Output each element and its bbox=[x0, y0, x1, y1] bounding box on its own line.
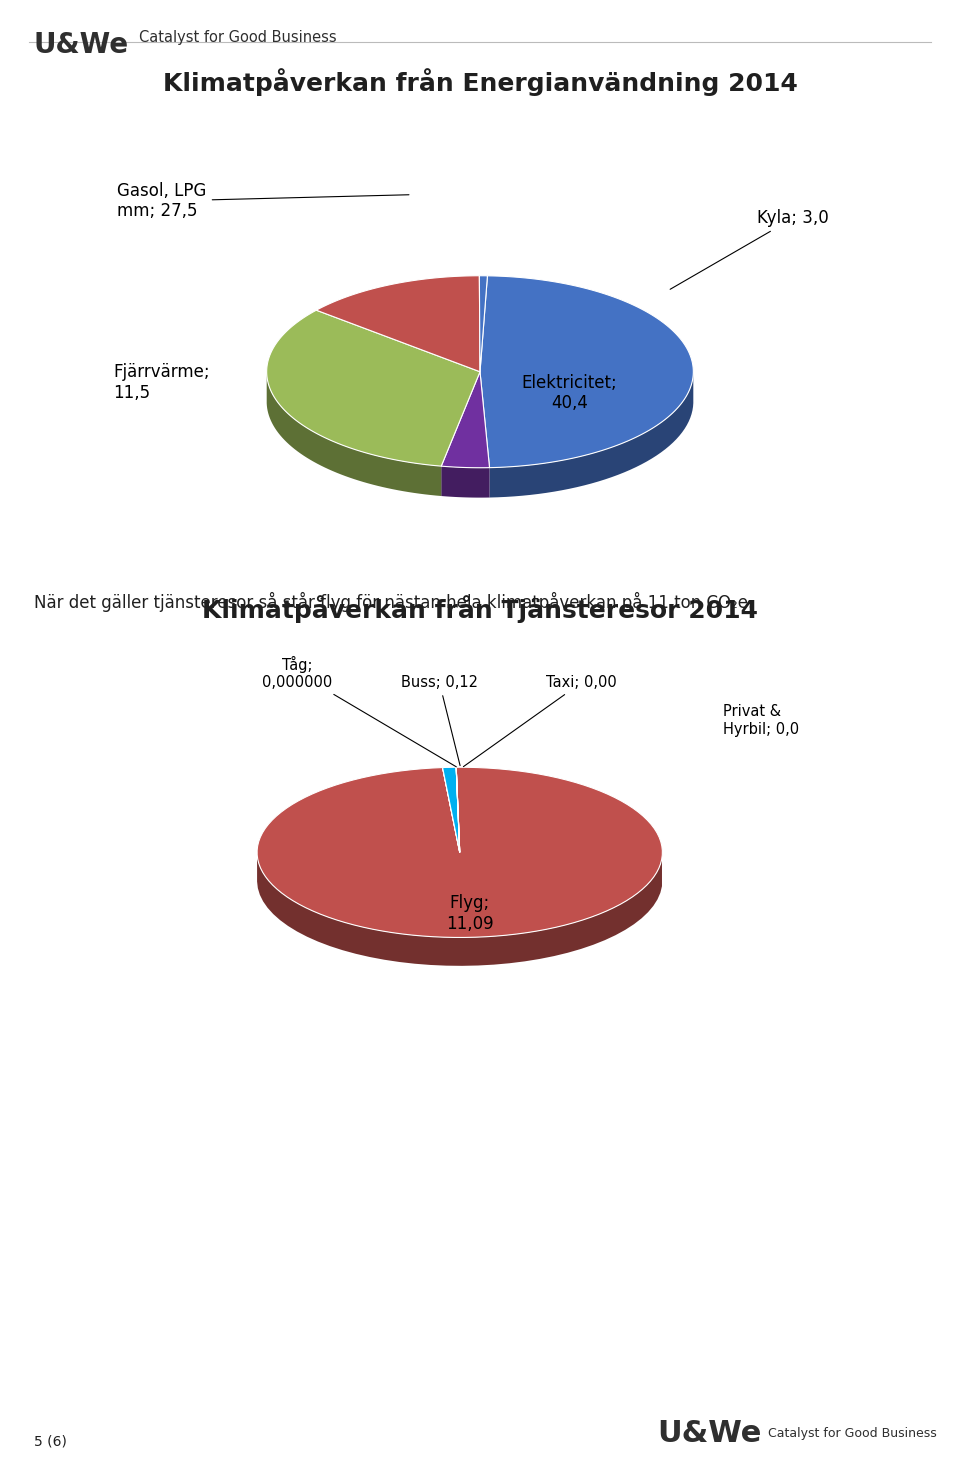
Polygon shape bbox=[480, 275, 693, 468]
Polygon shape bbox=[267, 373, 442, 496]
Polygon shape bbox=[443, 767, 460, 853]
Text: Privat &
Hyrbil; 0,0: Privat & Hyrbil; 0,0 bbox=[723, 705, 800, 738]
Text: Kyla; 3,0: Kyla; 3,0 bbox=[670, 209, 829, 289]
Polygon shape bbox=[442, 372, 490, 468]
Polygon shape bbox=[257, 853, 662, 966]
Text: När det gäller tjänsteresor så står flyg för nästan hela klimatpåverkan på 11 to: När det gäller tjänsteresor så står flyg… bbox=[34, 592, 753, 613]
Title: Klimatpåverkan från Energianvändning 2014: Klimatpåverkan från Energianvändning 201… bbox=[162, 68, 798, 96]
Polygon shape bbox=[490, 373, 693, 498]
Polygon shape bbox=[267, 310, 480, 467]
Polygon shape bbox=[456, 767, 460, 853]
Title: Klimatpåverkan från Tjänsteresor 2014: Klimatpåverkan från Tjänsteresor 2014 bbox=[202, 595, 758, 624]
Polygon shape bbox=[257, 767, 662, 937]
Polygon shape bbox=[316, 275, 480, 372]
Text: Catalyst for Good Business: Catalyst for Good Business bbox=[768, 1426, 937, 1440]
Polygon shape bbox=[479, 275, 488, 372]
Polygon shape bbox=[443, 767, 460, 853]
Text: Gasol, LPG
mm; 27,5: Gasol, LPG mm; 27,5 bbox=[117, 182, 409, 221]
Text: Elektricitet;
40,4: Elektricitet; 40,4 bbox=[521, 373, 617, 413]
Text: Catalyst for Good Business: Catalyst for Good Business bbox=[139, 30, 337, 46]
Text: Tåg;
0,000000: Tåg; 0,000000 bbox=[262, 656, 456, 767]
Polygon shape bbox=[456, 767, 460, 853]
Text: U&We: U&We bbox=[658, 1419, 762, 1448]
Text: Fjärrvärme;
11,5: Fjärrvärme; 11,5 bbox=[113, 363, 209, 401]
Text: U&We: U&We bbox=[34, 31, 129, 59]
Text: Flyg;
11,09: Flyg; 11,09 bbox=[446, 893, 493, 933]
Text: Taxi; 0,00: Taxi; 0,00 bbox=[464, 675, 616, 767]
Text: Buss; 0,12: Buss; 0,12 bbox=[401, 675, 478, 766]
Text: 5 (6): 5 (6) bbox=[34, 1435, 66, 1448]
Polygon shape bbox=[442, 467, 490, 498]
